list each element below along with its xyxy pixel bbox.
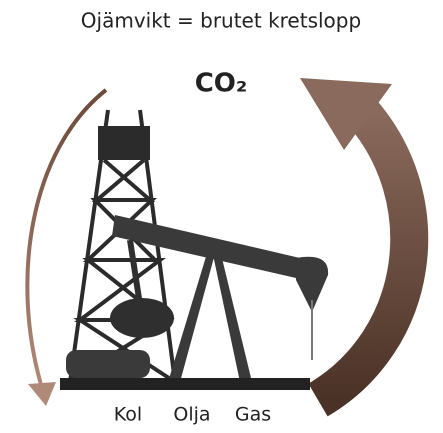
fuel-label: Kol [114, 404, 142, 426]
diagram: Ojämvikt = brutet kretslopp CO₂ Kol Olja… [0, 0, 443, 433]
thin-arrow-shaft [27, 90, 106, 388]
samson-post [212, 250, 252, 382]
fuel-label: Gas [235, 404, 271, 426]
thick-arrow-shaft [318, 110, 409, 400]
base [60, 378, 310, 390]
motor [66, 350, 150, 378]
fuel-label: Olja [173, 404, 210, 426]
title: Ojämvikt = brutet kretslopp [81, 9, 361, 33]
co2-label: CO₂ [195, 69, 248, 99]
thick-arrow [300, 78, 409, 400]
page: Ojämvikt = brutet kretslopp CO₂ Kol Olja… [0, 0, 443, 433]
samson-post [168, 250, 216, 382]
thin-arrow-head [28, 382, 56, 406]
derrick-top [100, 128, 148, 158]
